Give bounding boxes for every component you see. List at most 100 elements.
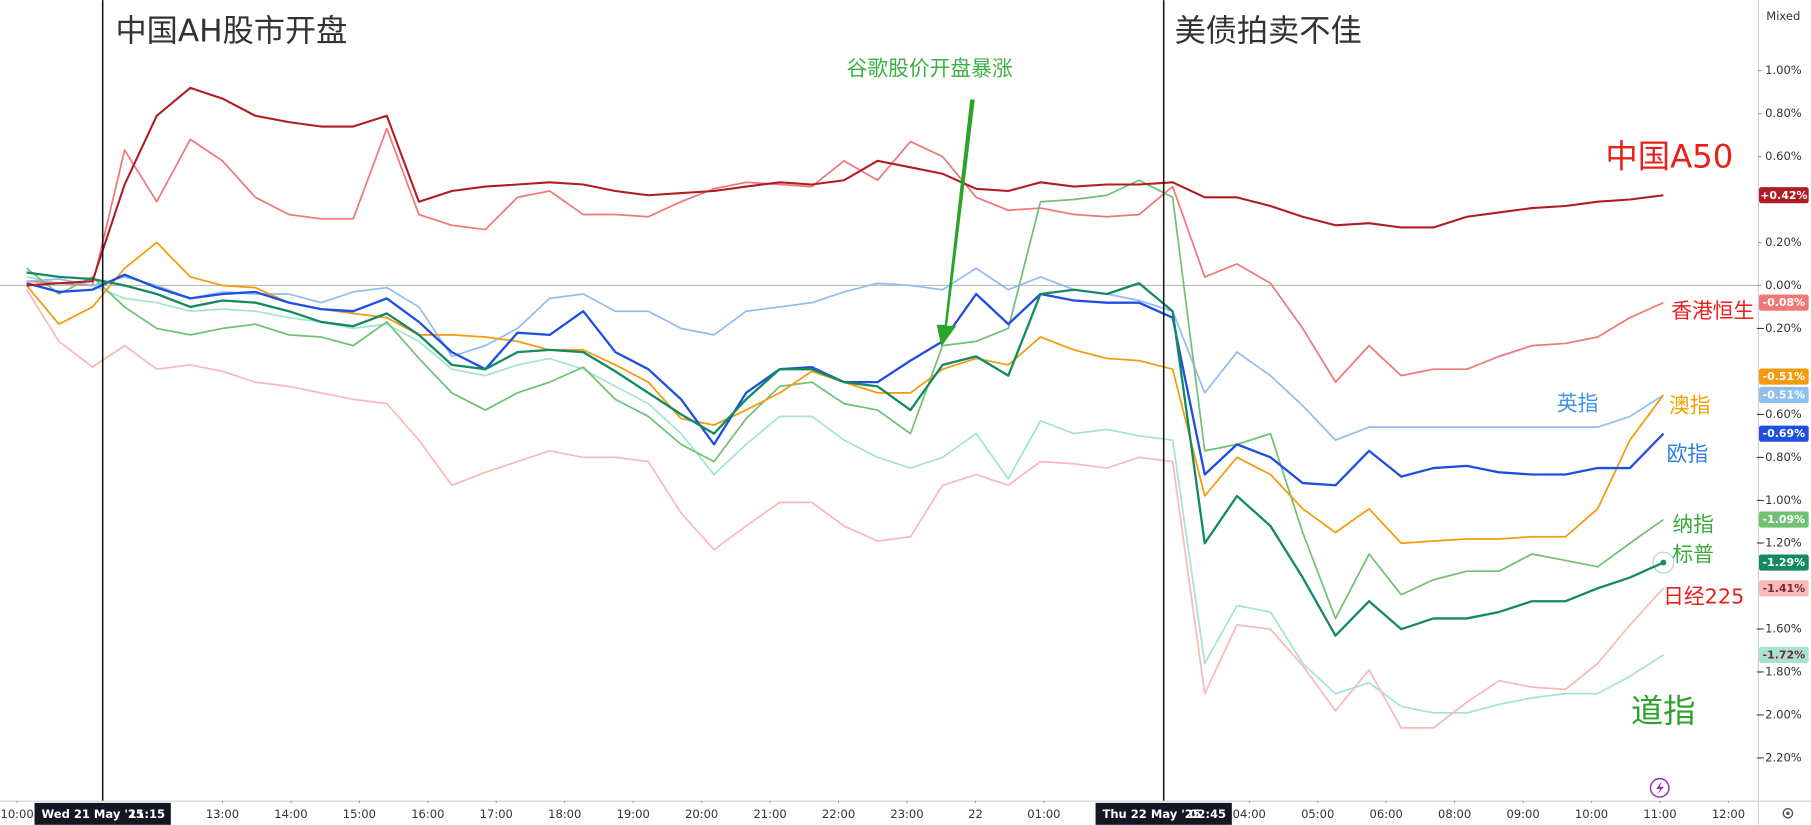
- y-tick-label: 0.00%: [1765, 278, 1802, 292]
- price-badge-label: -1.72%: [1763, 649, 1806, 662]
- x-tick-label: 22:00: [822, 807, 855, 821]
- series-label: 标普: [1672, 543, 1714, 567]
- x-tick-label: 19:00: [617, 807, 650, 821]
- series-label: 英指: [1557, 391, 1599, 415]
- price-badge: +0.42%: [1759, 187, 1809, 204]
- price-badge: -1.72%: [1759, 646, 1809, 664]
- y-tick-label: −0.80%: [1755, 450, 1801, 464]
- price-badge: -0.69%: [1759, 425, 1809, 442]
- series-line: [26, 276, 1664, 714]
- event-time: 02:45: [1189, 807, 1226, 821]
- y-tick-label: −1.20%: [1755, 536, 1801, 550]
- series-line: [26, 267, 1664, 441]
- y-tick-label: −1.00%: [1755, 493, 1801, 507]
- scale-mode[interactable]: Mixed: [1766, 9, 1800, 23]
- x-tick-label: 09:00: [1506, 807, 1539, 821]
- event-note: 美债拍卖不佳: [1175, 14, 1362, 50]
- price-badge-bg: [1759, 187, 1809, 204]
- series-label: 香港恒生: [1671, 299, 1754, 323]
- x-tick-label: 12:00: [1712, 807, 1745, 821]
- price-badge-bg: [1759, 554, 1809, 571]
- y-tick-label: −0.60%: [1755, 407, 1801, 421]
- series-line: [26, 86, 1664, 287]
- x-tick-label: 04:00: [1233, 807, 1266, 821]
- x-tick-label: 05:00: [1301, 807, 1334, 821]
- y-tick-label: −1.80%: [1755, 665, 1801, 679]
- event-note: 中国AH股市开盘: [115, 14, 347, 50]
- x-tick-label: 23:00: [890, 807, 923, 821]
- series-line: [26, 271, 1664, 637]
- series-line: [26, 127, 1664, 383]
- price-badge-bg: [1759, 386, 1809, 404]
- x-tick-label: 10:00: [0, 807, 33, 821]
- price-badge-bg: [1759, 511, 1809, 528]
- price-badge-label: -1.09%: [1763, 513, 1806, 526]
- price-badge-bg: [1759, 425, 1809, 442]
- lines-layer: [0, 86, 1758, 729]
- arrow-note: 谷歌股价开盘暴涨: [847, 56, 1013, 80]
- price-badge: -1.41%: [1759, 580, 1809, 597]
- price-badge-label: -0.08%: [1763, 296, 1806, 309]
- price-badge-bg: [1759, 368, 1809, 385]
- series-label: 纳指: [1672, 513, 1714, 537]
- price-badge-label: -0.51%: [1763, 389, 1806, 402]
- x-tick-label: 08:00: [1438, 807, 1471, 821]
- settings-icon[interactable]: [1782, 807, 1794, 819]
- price-badge-bg: [1759, 580, 1809, 597]
- y-tick-label: 0.20%: [1765, 235, 1802, 249]
- x-tick-label: 18:00: [548, 807, 581, 821]
- price-badge: -0.08%: [1759, 294, 1809, 311]
- lightning-icon[interactable]: [1649, 777, 1670, 798]
- x-tick-label: 15:00: [343, 807, 376, 821]
- price-badge: -1.09%: [1759, 511, 1809, 528]
- price-badge: -1.29%: [1759, 554, 1809, 571]
- y-tick-label: −0.20%: [1755, 321, 1801, 335]
- price-badge-label: -1.29%: [1763, 556, 1806, 569]
- y-tick-label: 1.00%: [1765, 63, 1802, 77]
- x-tick-label: 20:00: [685, 807, 718, 821]
- price-badge: -0.51%: [1759, 386, 1809, 404]
- x-tick-label: 11:00: [1643, 807, 1676, 821]
- x-tick-label: 06:00: [1370, 807, 1403, 821]
- series-line: [26, 179, 1664, 620]
- event-date: Thu 22 May '25: [1102, 807, 1200, 821]
- series-line: [25, 289, 1665, 729]
- price-badge-bg: [1759, 646, 1809, 664]
- y-tick-label: 0.60%: [1765, 149, 1802, 163]
- end-point: [1660, 559, 1667, 566]
- x-tick-label: 22: [968, 807, 983, 821]
- price-badge: -0.51%: [1759, 368, 1809, 385]
- y-tick-label: −2.00%: [1755, 708, 1801, 722]
- arrow: [936, 99, 975, 347]
- series-label: 道指: [1631, 692, 1696, 730]
- series-label: 欧指: [1667, 442, 1709, 466]
- price-badge-label: -0.51%: [1763, 370, 1806, 383]
- x-tick-label: 13:00: [206, 807, 239, 821]
- price-badge-bg: [1759, 294, 1809, 311]
- y-tick-label: 0.80%: [1765, 106, 1802, 120]
- x-tick-label: 16:00: [411, 807, 444, 821]
- event-time: 11:15: [128, 807, 165, 821]
- price-badge-label: +0.42%: [1760, 189, 1807, 202]
- x-tick-label: 01:00: [1027, 807, 1060, 821]
- event-date: Wed 21 May '25: [41, 807, 143, 821]
- event-time-bg: [34, 802, 171, 825]
- event-time-bg: [1095, 802, 1232, 825]
- series-label: 澳指: [1669, 394, 1711, 418]
- x-tick-label: 21:00: [753, 807, 786, 821]
- price-badge-label: -0.69%: [1763, 427, 1806, 440]
- price-badge-label: -1.41%: [1763, 582, 1806, 595]
- end-point-ring: [1652, 551, 1675, 574]
- y-tick-label: −2.20%: [1755, 751, 1801, 765]
- x-tick-label: 17:00: [480, 807, 513, 821]
- x-tick-label: 14:00: [274, 807, 307, 821]
- y-tick-label: −1.60%: [1755, 622, 1801, 636]
- series-label: 中国A50: [1605, 137, 1733, 175]
- series-label: 日经225: [1663, 584, 1744, 608]
